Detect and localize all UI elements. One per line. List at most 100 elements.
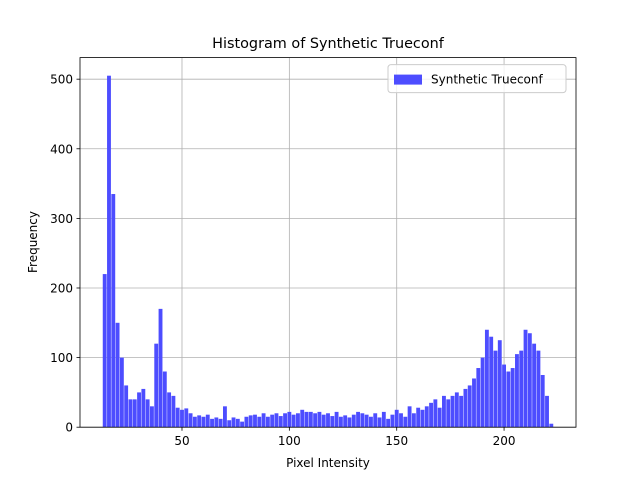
bar xyxy=(102,274,107,428)
bar xyxy=(197,415,202,428)
bar xyxy=(192,416,197,428)
bar xyxy=(454,392,459,428)
bars xyxy=(102,75,554,428)
legend-box xyxy=(387,64,567,94)
bar xyxy=(201,416,206,428)
bar xyxy=(381,411,386,428)
bar xyxy=(265,416,270,428)
bar xyxy=(502,364,507,428)
bar xyxy=(510,368,515,428)
bar xyxy=(386,418,391,428)
bar xyxy=(399,413,403,428)
bar xyxy=(484,329,489,428)
bar xyxy=(205,414,210,428)
bar xyxy=(373,413,378,428)
bar xyxy=(214,417,219,428)
bar xyxy=(343,415,348,428)
bar xyxy=(188,413,193,428)
bar xyxy=(210,418,214,428)
bar xyxy=(420,409,425,428)
bar xyxy=(223,406,227,428)
bar xyxy=(313,413,318,428)
bar xyxy=(274,413,279,428)
y-tick-label: 200 xyxy=(50,281,73,295)
y-axis-label: Frequency xyxy=(26,211,40,273)
bar xyxy=(162,371,167,428)
bar xyxy=(124,385,129,428)
bar xyxy=(231,417,236,428)
bar xyxy=(472,378,476,428)
bar xyxy=(145,399,150,428)
bar xyxy=(390,414,395,428)
legend: Synthetic Trueconf xyxy=(387,64,567,94)
bar xyxy=(248,415,253,428)
bar xyxy=(167,392,172,428)
x-tick-label: 150 xyxy=(385,434,408,448)
chart-title: Histogram of Synthetic Trueconf xyxy=(212,36,445,52)
bar xyxy=(493,350,498,428)
bar xyxy=(111,194,116,428)
bar xyxy=(459,395,464,428)
bar xyxy=(433,399,438,428)
bar xyxy=(515,354,519,428)
bar xyxy=(132,399,137,428)
bar xyxy=(175,407,180,428)
bar xyxy=(321,414,326,428)
bar xyxy=(467,385,472,428)
bar xyxy=(308,411,313,428)
bar xyxy=(184,408,189,428)
x-tick-label: 100 xyxy=(278,434,301,448)
legend-label: Synthetic Trueconf xyxy=(431,73,544,87)
bar xyxy=(463,388,468,428)
bar xyxy=(119,357,124,428)
bar xyxy=(240,421,245,428)
bar xyxy=(540,374,545,428)
bar xyxy=(424,406,429,428)
y-tick-label: 100 xyxy=(50,351,73,365)
bar xyxy=(270,414,275,428)
bar xyxy=(171,395,176,428)
bar xyxy=(154,343,159,428)
bar xyxy=(407,406,412,428)
bar xyxy=(137,392,141,428)
bar xyxy=(437,407,442,428)
bar xyxy=(128,399,133,428)
bar xyxy=(403,416,408,428)
bar xyxy=(394,409,399,428)
legend-swatch xyxy=(394,74,422,85)
bar xyxy=(261,413,266,428)
bar xyxy=(300,409,305,428)
y-tick-label: 400 xyxy=(50,142,73,156)
bar xyxy=(480,357,485,428)
bar xyxy=(317,411,322,428)
bar xyxy=(115,322,120,428)
bar xyxy=(369,416,373,428)
bar xyxy=(287,411,292,428)
bar xyxy=(244,416,249,428)
bar xyxy=(347,417,352,428)
plot-frame xyxy=(79,57,577,428)
bar xyxy=(356,411,360,428)
bar xyxy=(442,395,446,428)
bar xyxy=(450,395,455,428)
bar xyxy=(519,350,524,428)
bar xyxy=(549,423,554,428)
bar xyxy=(330,416,335,428)
bar xyxy=(536,350,541,428)
bar xyxy=(416,407,421,428)
bar xyxy=(257,416,262,428)
x-tick-label: 50 xyxy=(174,434,189,448)
x-tick-label: 200 xyxy=(493,434,516,448)
bar xyxy=(107,75,111,428)
bar xyxy=(476,368,481,428)
bar xyxy=(497,340,502,428)
bar xyxy=(446,399,451,428)
x-axis-label: Pixel Intensity xyxy=(286,456,370,470)
bar xyxy=(283,413,287,428)
bar xyxy=(532,343,537,428)
bar xyxy=(527,333,532,428)
bar xyxy=(545,395,549,428)
bar xyxy=(278,416,283,428)
bar xyxy=(149,406,154,428)
bar xyxy=(523,329,528,428)
